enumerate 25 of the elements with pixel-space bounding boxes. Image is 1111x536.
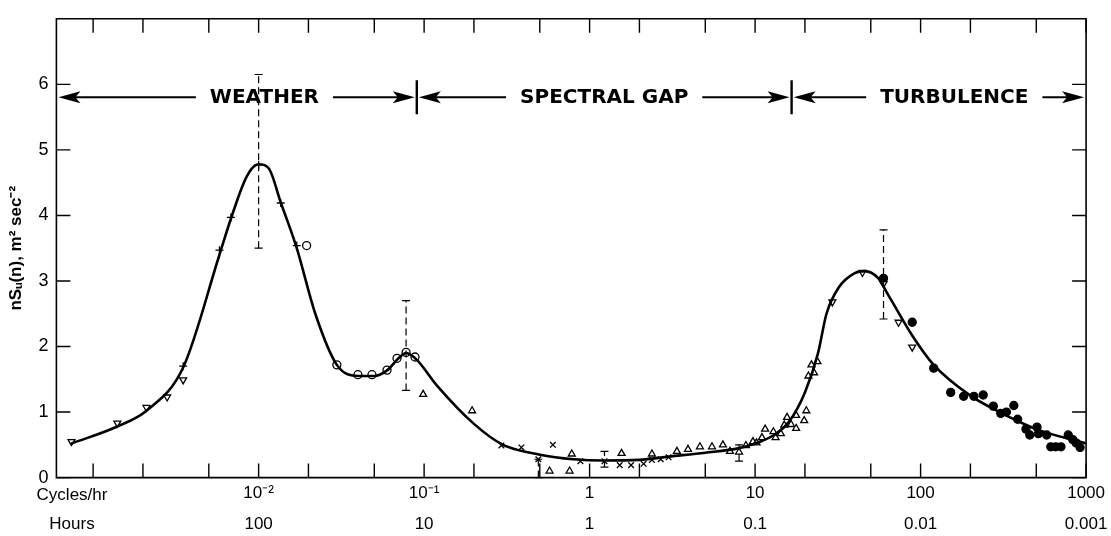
text: Hours <box>49 513 95 533</box>
text: 0.001 <box>1064 513 1108 533</box>
text: 100 <box>244 513 273 533</box>
y-tick-label: 4 <box>38 204 49 225</box>
x-tick-label: 1000 <box>1067 483 1105 503</box>
annotation: WEATHER <box>209 84 319 109</box>
x-tick-label: 10⁻¹ <box>408 483 440 503</box>
y-tick-label: 1 <box>38 401 49 422</box>
y-tick-label: 3 <box>38 269 49 290</box>
text: 10 <box>414 513 434 533</box>
y-tick-label: 5 <box>38 138 49 159</box>
y-tick-label: 6 <box>38 73 49 94</box>
x-axis-title: Cycles/hr <box>36 485 108 505</box>
annotation: SPECTRAL GAP <box>520 84 689 109</box>
y-tick-label: 2 <box>38 335 49 356</box>
text: 0.1 <box>743 513 767 533</box>
text: 1 <box>584 513 595 533</box>
text: 0.01 <box>904 513 938 533</box>
x-tick-label: 10⁻² <box>243 483 275 503</box>
y-axis-title: nSᵤ(n), m² sec⁻² <box>5 185 25 311</box>
y-tick-label: 0 <box>38 466 49 487</box>
annotation: TURBULENCE <box>880 84 1029 109</box>
x-tick-label: 10 <box>745 483 765 503</box>
x-tick-label: 1 <box>584 483 595 503</box>
x-tick-label: 100 <box>906 483 935 503</box>
